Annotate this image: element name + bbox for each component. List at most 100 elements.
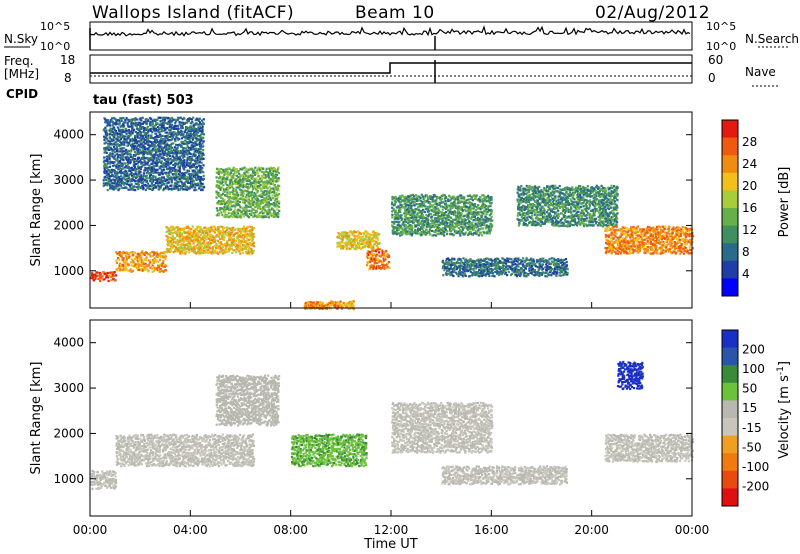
heatmap-cell: [438, 230, 441, 233]
heatmap-cell: [381, 249, 384, 252]
heatmap-cell: [240, 249, 243, 252]
heatmap-cell: [418, 204, 422, 207]
heatmap-cell: [153, 257, 156, 260]
heatmap-cell: [217, 227, 220, 230]
heatmap-cell: [418, 221, 421, 224]
heatmap-cell: [615, 247, 618, 250]
heatmap-cell: [534, 212, 537, 215]
heatmap-cell: [549, 202, 553, 205]
heatmap-cell: [477, 229, 480, 232]
heatmap-cell: [595, 192, 598, 195]
heatmap-cell: [518, 206, 521, 209]
heatmap-cell: [238, 209, 241, 212]
heatmap-cell: [357, 230, 360, 233]
heatmap-cell: [252, 177, 255, 180]
heatmap-cell: [237, 239, 241, 242]
heatmap-cell: [576, 206, 579, 209]
heatmap-cell: [551, 210, 554, 213]
heatmap-cell: [601, 225, 604, 228]
heatmap-cell: [482, 221, 485, 224]
heatmap-cell: [276, 169, 279, 172]
heatmap-cell: [443, 197, 446, 200]
heatmap-cell: [224, 194, 227, 197]
heatmap-cell: [408, 199, 411, 202]
heatmap-cell: [620, 228, 623, 231]
heatmap-cell: [485, 263, 488, 266]
heatmap-cell: [477, 213, 480, 216]
heatmap-cell: [540, 189, 543, 192]
heatmap-cell: [255, 177, 258, 180]
heatmap-cell: [259, 202, 262, 205]
heatmap-cell: [255, 186, 258, 190]
heatmap-cell: [407, 213, 410, 216]
heatmap-cell: [495, 270, 499, 273]
heatmap-cell: [232, 243, 235, 246]
heatmap-cell: [103, 278, 106, 281]
heatmap-cell: [179, 239, 182, 242]
heatmap-cell: [415, 196, 418, 199]
heatmap-cell: [473, 270, 476, 273]
heatmap-cell: [429, 226, 432, 229]
heatmap-cell: [239, 175, 242, 178]
heatmap-cell: [479, 261, 482, 264]
heatmap-cell: [161, 264, 164, 267]
heatmap-cell: [472, 227, 475, 230]
heatmap-cell: [474, 209, 477, 212]
heatmap-cell: [607, 201, 610, 204]
heatmap-cell: [267, 202, 270, 205]
heatmap-cell: [188, 233, 192, 236]
heatmap-cell: [277, 166, 280, 169]
heatmap-cell: [234, 205, 237, 208]
heatmap-cell: [516, 271, 519, 274]
heatmap-cell: [476, 273, 479, 276]
heatmap-cell: [446, 272, 449, 276]
heatmap-cell: [559, 268, 562, 271]
heatmap-cell: [229, 191, 232, 194]
heatmap-cell: [205, 238, 208, 241]
heatmap-cell: [464, 219, 467, 222]
heatmap-cell: [579, 213, 582, 216]
heatmap-cell: [601, 211, 604, 214]
heatmap-cell: [474, 261, 477, 264]
heatmap-cell: [435, 213, 438, 216]
heatmap-cell: [246, 209, 249, 213]
heatmap-cell: [579, 193, 582, 196]
heatmap-cell: [531, 210, 535, 213]
heatmap-cell: [463, 223, 466, 226]
heatmap-cell: [273, 184, 276, 187]
heatmap-cell: [205, 231, 208, 234]
heatmap-cell: [358, 232, 361, 235]
heatmap-cell: [509, 257, 512, 260]
heatmap-cell: [627, 245, 630, 248]
heatmap-cell: [608, 207, 611, 211]
heatmap-cell: [209, 247, 212, 250]
heatmap-cell: [533, 192, 536, 195]
heatmap-cell: [560, 259, 563, 262]
heatmap-cell: [421, 205, 424, 208]
heatmap-cell: [373, 242, 376, 245]
heatmap-cell: [178, 231, 181, 234]
heatmap-cell: [396, 226, 399, 230]
heatmap-cell: [582, 202, 585, 205]
heatmap-cell: [528, 195, 531, 198]
heatmap-cell: [351, 232, 355, 235]
heatmap-cell: [534, 186, 537, 189]
heatmap-cell: [246, 252, 249, 255]
heatmap-cell: [405, 216, 408, 219]
heatmap-cell: [608, 214, 611, 218]
heatmap-cell: [616, 186, 619, 189]
heatmap-cell: [585, 195, 588, 198]
heatmap-cell: [251, 238, 255, 241]
heatmap-cell: [158, 270, 161, 273]
heatmap-cell: [119, 269, 122, 272]
heatmap-cell: [267, 208, 270, 212]
heatmap-cell: [426, 195, 429, 198]
heatmap-cell: [614, 235, 617, 238]
heatmap-cell: [247, 234, 250, 237]
heatmap-cell: [461, 222, 465, 225]
heatmap-cell: [105, 276, 108, 279]
heatmap-cell: [459, 267, 462, 270]
heatmap-cell: [214, 251, 217, 255]
heatmap-cell: [399, 234, 402, 237]
heatmap-cell: [477, 271, 480, 274]
